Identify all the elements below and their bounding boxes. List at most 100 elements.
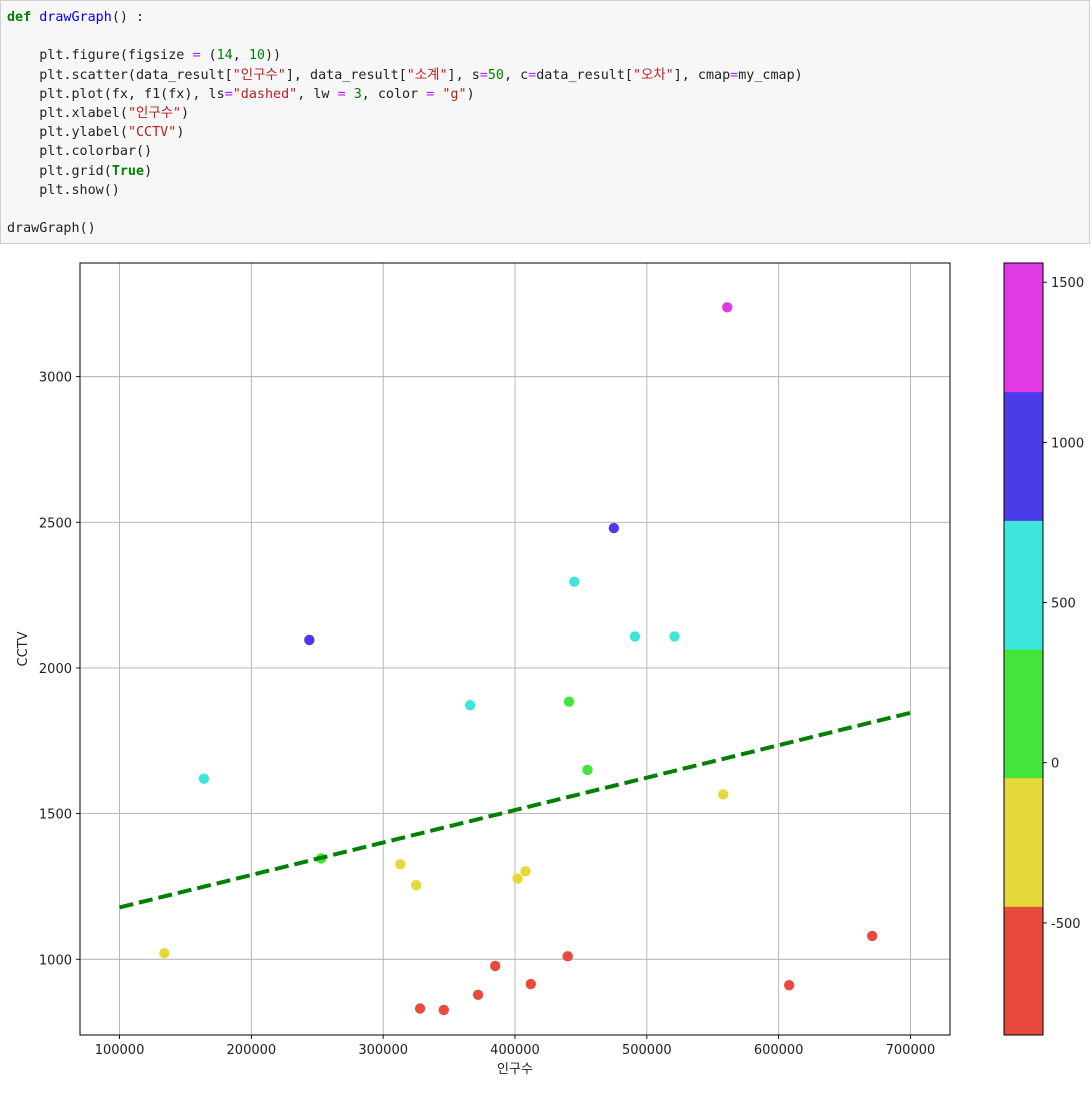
- scatter-point: [525, 978, 537, 990]
- code-token: )): [265, 48, 282, 64]
- scatter-point: [718, 789, 729, 800]
- colorbar-band: [1004, 777, 1043, 907]
- code-def-line: def drawGraph() :: [7, 10, 144, 25]
- y-axis-label: CCTV: [16, 631, 31, 666]
- colorbar-band: [1004, 263, 1043, 393]
- code-body: plt.figure(figsize = (14, 10)) plt.scatt…: [7, 48, 803, 198]
- x-tick-label: 100000: [95, 1043, 145, 1058]
- scatter-point: [563, 696, 575, 707]
- colorbar-tick-label: -500: [1051, 917, 1081, 932]
- scatter-point: [304, 634, 315, 646]
- y-tick-label: 2000: [39, 662, 72, 677]
- def-keyword: def: [7, 10, 32, 25]
- code-token: =: [528, 67, 537, 83]
- code-token: =: [337, 86, 346, 102]
- code-line: plt.figure(figsize = (14, 10)): [7, 48, 281, 63]
- x-tick-label: 600000: [754, 1043, 804, 1058]
- scatter-point: [867, 930, 878, 942]
- code-token: ], cmap: [673, 67, 731, 83]
- x-tick-label: 500000: [622, 1043, 672, 1058]
- code-token: "CCTV": [127, 125, 177, 141]
- scatter-point: [783, 979, 795, 991]
- code-token: =: [479, 67, 488, 83]
- x-tick-label: 200000: [227, 1043, 277, 1058]
- scatter-point: [490, 960, 501, 972]
- scatter-point: [722, 302, 733, 313]
- scatter-point: [410, 880, 422, 891]
- plot-area: 100000 200000 300000 400000 500000 600000 7000…: [16, 262, 951, 1077]
- code-token: plt.colorbar(): [39, 144, 153, 160]
- x-axis-label: 인구수: [497, 1062, 533, 1077]
- code-token: plt.grid(: [39, 163, 112, 179]
- code-line: plt.grid(True): [7, 164, 152, 179]
- code-line: plt.show(): [7, 183, 120, 198]
- code-token: data_result[: [536, 67, 633, 83]
- code-token: ,: [232, 48, 249, 64]
- code-token: "인구수": [127, 106, 182, 122]
- code-token: plt.scatter(data_result[: [39, 67, 233, 83]
- scatter-point: [438, 1004, 450, 1016]
- x-tick-label: 700000: [886, 1043, 936, 1058]
- colorbar-band: [1004, 906, 1043, 1036]
- colorbar-frame: [1003, 262, 1044, 1036]
- code-token: [346, 87, 354, 102]
- scatter-point: [582, 764, 593, 776]
- code-block[interactable]: def drawGraph() : plt.figure(figsize = (…: [1, 1, 1089, 238]
- scatter-point: [520, 866, 531, 877]
- x-tick-label: 300000: [358, 1043, 408, 1058]
- colorbar-band: [1004, 520, 1043, 650]
- scatter-point: [159, 947, 170, 959]
- code-token: plt.figure(figsize: [39, 48, 193, 64]
- code-token: =: [224, 86, 233, 102]
- y-tick-label: 2500: [39, 516, 72, 531]
- scatter-point: [414, 1003, 426, 1014]
- colorbar-band: [1004, 649, 1043, 779]
- code-token: "오차": [632, 67, 674, 83]
- scatter-point: [669, 631, 680, 642]
- code-line: plt.scatter(data_result["인구수"], data_res…: [7, 67, 803, 83]
- y-tick-label: 1500: [39, 808, 72, 823]
- scatter-point: [464, 700, 476, 711]
- code-line: plt.plot(fx, f1(fx), ls="dashed", lw = 3…: [7, 86, 475, 102]
- colorbar-tick-label: 1000: [1051, 436, 1084, 451]
- colorbar: -500 0 500 1000 1500: [1003, 262, 1084, 1036]
- code-line: plt.colorbar(): [7, 144, 152, 159]
- code-token: ): [466, 86, 475, 102]
- code-token: plt.plot(fx, f1(fx), ls: [39, 86, 225, 102]
- scatter-point: [629, 631, 641, 642]
- code-token: ], s: [447, 67, 480, 83]
- code-token: =: [426, 86, 435, 102]
- code-token: plt.ylabel(: [39, 125, 128, 141]
- code-token: "소계": [406, 67, 448, 83]
- colorbar-tick-label: 500: [1051, 597, 1076, 612]
- function-name: drawGraph: [39, 10, 112, 25]
- scatter-figure: 100000 200000 300000 400000 500000 600000 7000…: [16, 262, 1084, 1077]
- code-token: , color: [361, 86, 427, 102]
- code-line: plt.ylabel("CCTV"): [7, 125, 184, 140]
- y-tick-label: 1000: [39, 953, 72, 968]
- scatter-point: [562, 951, 573, 962]
- code-token: True: [111, 163, 145, 179]
- plot-frame: [79, 262, 951, 1036]
- scatter-point: [198, 773, 210, 784]
- code-token: "인구수": [232, 67, 286, 83]
- colorbar-tick-label: 0: [1051, 757, 1059, 772]
- code-token: ): [181, 106, 190, 122]
- code-token: 3: [353, 86, 362, 102]
- code-token: my_cmap): [738, 67, 803, 83]
- code-token: 14: [216, 48, 233, 64]
- code-call-line: drawGraph(): [7, 221, 96, 237]
- code-cell[interactable]: def drawGraph() : plt.figure(figsize = (…: [0, 0, 1090, 244]
- scatter-point: [608, 522, 620, 534]
- code-token: plt.xlabel(: [39, 106, 128, 122]
- code-token: ], data_result[: [285, 67, 407, 83]
- code-token: plt.show(): [39, 182, 120, 198]
- code-token: 50: [487, 67, 504, 83]
- code-line: plt.xlabel("인구수"): [7, 106, 189, 121]
- colorbar-band: [1004, 391, 1043, 521]
- code-token: (: [200, 48, 217, 64]
- code-token: , c: [503, 67, 529, 83]
- code-token: =: [730, 67, 739, 83]
- colorbar-tick-label: 1500: [1051, 276, 1084, 291]
- scatter-point: [395, 859, 406, 870]
